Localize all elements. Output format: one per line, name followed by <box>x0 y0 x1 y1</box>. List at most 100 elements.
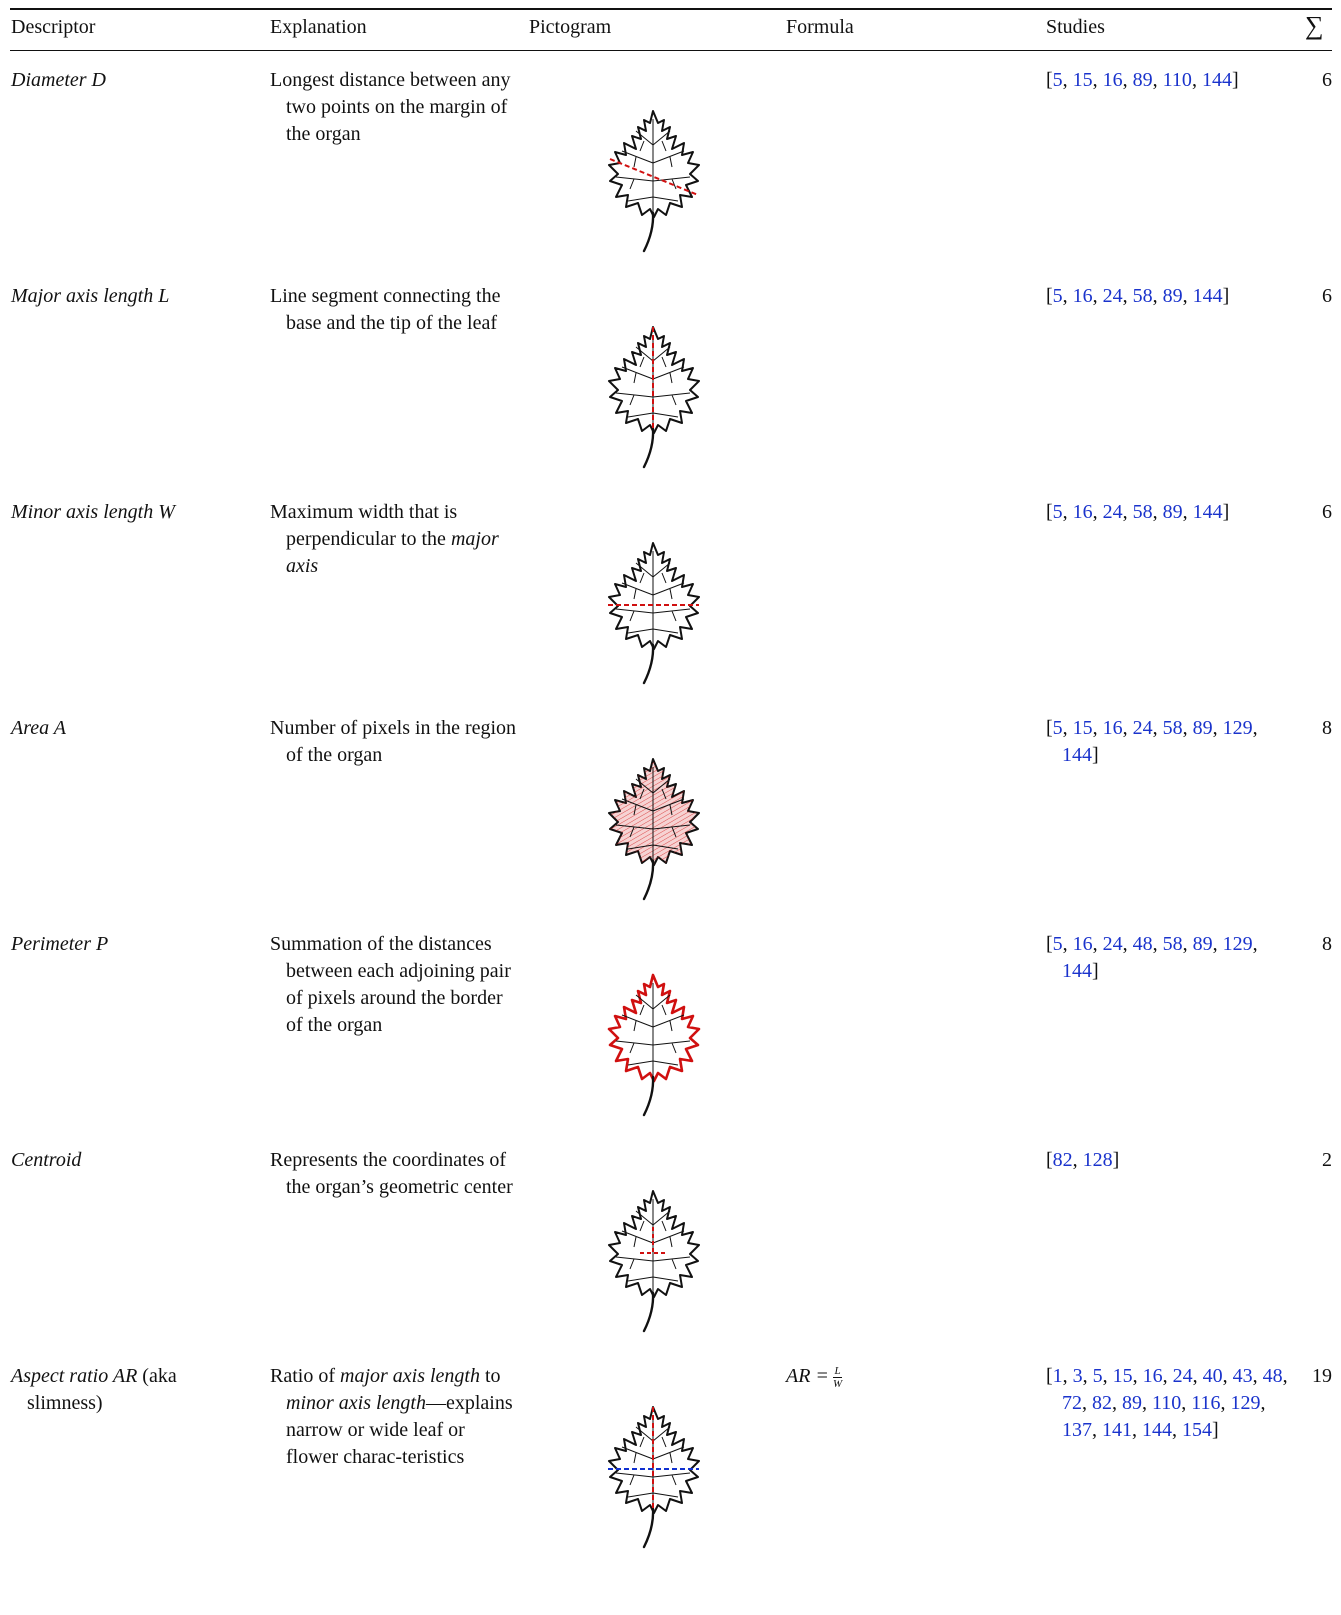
descriptor-cell: Minor axis length W <box>11 499 256 526</box>
studies-cell: [82, 128] <box>1046 1149 1120 1171</box>
citation-link[interactable]: 144 <box>1142 1419 1172 1441</box>
citation-link[interactable]: 137 <box>1062 1419 1092 1441</box>
explanation-text: Ratio of <box>270 1365 340 1387</box>
descriptor-cell: Aspect ratio AR (aka slimness) <box>11 1363 256 1417</box>
table-row: Diameter D Longest distance between any t… <box>0 67 1341 282</box>
citation-link[interactable]: 154 <box>1182 1419 1212 1441</box>
citation-link[interactable]: 89 <box>1132 69 1153 91</box>
citation-link[interactable]: 58 <box>1132 285 1153 307</box>
table-header-rule <box>10 50 1332 51</box>
citation-link[interactable]: 1 <box>1052 1365 1063 1387</box>
study-count: 8 <box>1322 717 1332 739</box>
citation-link[interactable]: 141 <box>1102 1419 1132 1441</box>
pictogram-cell <box>598 753 708 903</box>
citation-link[interactable]: 5 <box>1092 1365 1103 1387</box>
studies-cell: [5, 15, 16, 24, 58, 89, 129, 144] <box>1046 717 1258 766</box>
citation-link[interactable]: 110 <box>1162 69 1192 91</box>
citation-link[interactable]: 24 <box>1132 717 1153 739</box>
explanation-text: —explains narrow or wide leaf or flower … <box>286 1392 513 1468</box>
study-count: 6 <box>1322 501 1332 523</box>
citation-link[interactable]: 89 <box>1192 717 1213 739</box>
citation-link[interactable]: 48 <box>1132 933 1153 955</box>
citation-link[interactable]: 24 <box>1102 501 1123 523</box>
citation-link[interactable]: 16 <box>1072 933 1093 955</box>
studies-cell: [5, 15, 16, 89, 110, 144] <box>1046 69 1239 91</box>
citation-link[interactable]: 144 <box>1192 501 1223 523</box>
citation-link[interactable]: 5 <box>1052 69 1063 91</box>
explanation-cell: Maximum width that is perpendicular to t… <box>270 499 520 580</box>
pictogram-cell <box>598 969 708 1119</box>
study-count: 6 <box>1322 69 1332 91</box>
explanation-text: Number of pixels in the region of the or… <box>270 717 517 766</box>
explanation-cell: Represents the coordinates of the organ’… <box>270 1147 520 1201</box>
explanation-text: minor axis length <box>286 1392 426 1414</box>
citation-link[interactable]: 16 <box>1072 285 1093 307</box>
citation-link[interactable]: 5 <box>1052 501 1063 523</box>
header-pictogram: Pictogram <box>529 16 612 38</box>
citation-link[interactable]: 15 <box>1072 69 1093 91</box>
header-formula: Formula <box>786 16 854 38</box>
header-sum: ∑ <box>1305 11 1324 40</box>
leaf-minor-axis-icon <box>608 542 700 685</box>
explanation-text: Summation of the distances between each … <box>270 933 511 1036</box>
citation-link[interactable]: 5 <box>1052 285 1063 307</box>
leaf-diameter-icon <box>608 110 700 253</box>
explanation-cell: Longest distance between any two points … <box>270 67 520 148</box>
citation-link[interactable]: 5 <box>1052 717 1063 739</box>
citation-link[interactable]: 129 <box>1222 933 1253 955</box>
citation-link[interactable]: 43 <box>1232 1365 1253 1387</box>
studies-cell: [5, 16, 24, 48, 58, 89, 129, 144] <box>1046 933 1258 982</box>
study-count: 19 <box>1312 1365 1332 1387</box>
citation-link[interactable]: 15 <box>1112 1365 1133 1387</box>
citation-link[interactable]: 40 <box>1202 1365 1223 1387</box>
explanation-cell: Number of pixels in the region of the or… <box>270 715 520 769</box>
descriptor-cell: Area A <box>11 715 256 742</box>
citation-link[interactable]: 58 <box>1132 501 1153 523</box>
table-row: Perimeter P Summation of the distances be… <box>0 931 1341 1146</box>
citation-link[interactable]: 16 <box>1142 1365 1163 1387</box>
pictogram-cell <box>598 1401 708 1551</box>
citation-link[interactable]: 116 <box>1191 1392 1221 1414</box>
citation-link[interactable]: 16 <box>1072 501 1093 523</box>
citation-link[interactable]: 5 <box>1052 933 1063 955</box>
citation-link[interactable]: 58 <box>1162 717 1183 739</box>
citation-link[interactable]: 89 <box>1122 1392 1142 1414</box>
citation-link[interactable]: 15 <box>1072 717 1093 739</box>
citation-link[interactable]: 144 <box>1062 960 1092 982</box>
citation-link[interactable]: 24 <box>1102 285 1123 307</box>
citation-link[interactable]: 89 <box>1162 285 1183 307</box>
citation-link[interactable]: 82 <box>1092 1392 1112 1414</box>
table-top-rule <box>10 8 1332 10</box>
citation-link[interactable]: 72 <box>1062 1392 1082 1414</box>
citation-link[interactable]: 89 <box>1162 501 1183 523</box>
citation-link[interactable]: 144 <box>1192 285 1223 307</box>
citation-link[interactable]: 110 <box>1152 1392 1182 1414</box>
citation-link[interactable]: 82 <box>1052 1149 1073 1171</box>
descriptor-cell: Centroid <box>11 1147 256 1174</box>
citation-link[interactable]: 48 <box>1262 1365 1283 1387</box>
citation-link[interactable]: 144 <box>1201 69 1232 91</box>
explanation-cell: Summation of the distances between each … <box>270 931 520 1039</box>
pictogram-cell <box>598 105 708 255</box>
studies-cell: [1, 3, 5, 15, 16, 24, 40, 43, 48, 72, 82… <box>1046 1365 1288 1441</box>
citation-link[interactable]: 3 <box>1072 1365 1083 1387</box>
citation-link[interactable]: 128 <box>1082 1149 1113 1171</box>
citation-link[interactable]: 16 <box>1102 717 1123 739</box>
citation-link[interactable]: 129 <box>1222 717 1253 739</box>
leaf-perimeter-icon <box>607 973 701 1117</box>
citation-link[interactable]: 24 <box>1102 933 1123 955</box>
citation-link[interactable]: 24 <box>1172 1365 1193 1387</box>
descriptor-text: Diameter D <box>11 69 106 91</box>
study-count: 2 <box>1322 1149 1332 1171</box>
citation-link[interactable]: 89 <box>1192 933 1213 955</box>
citation-link[interactable]: 58 <box>1162 933 1183 955</box>
descriptor-text: Perimeter P <box>11 933 109 955</box>
explanation-cell: Line segment connecting the base and the… <box>270 283 520 337</box>
citation-link[interactable]: 16 <box>1102 69 1123 91</box>
citation-link[interactable]: 129 <box>1230 1392 1261 1414</box>
citation-link[interactable]: 144 <box>1062 744 1092 766</box>
studies-cell: [5, 16, 24, 58, 89, 144] <box>1046 285 1230 307</box>
leaf-major-axis-icon <box>608 326 700 469</box>
descriptor-text: Aspect ratio AR <box>11 1365 138 1387</box>
